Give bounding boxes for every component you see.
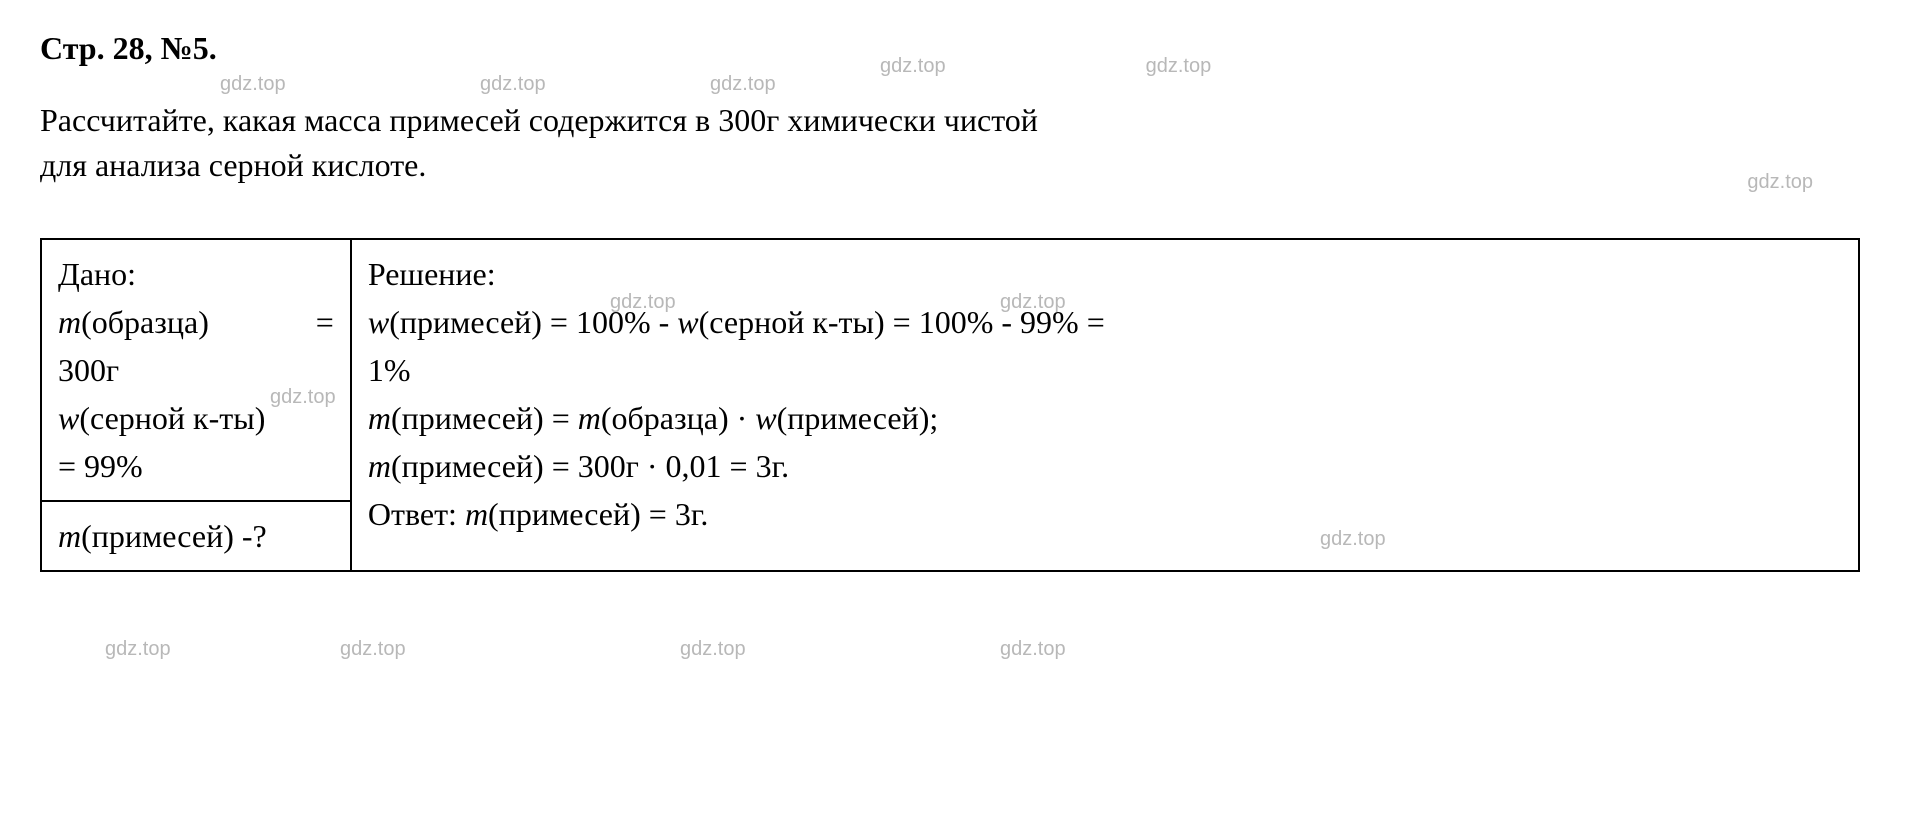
given-var: w bbox=[58, 400, 79, 436]
solution-title: Решение: bbox=[368, 256, 496, 292]
given-title: Дано: bbox=[58, 256, 136, 292]
solution-var: m bbox=[368, 400, 391, 436]
given-value: 300г bbox=[58, 352, 119, 388]
given-text: (образца) bbox=[81, 304, 209, 340]
watermark: gdz.top bbox=[610, 291, 676, 314]
question-var: m bbox=[58, 518, 81, 554]
solution-text: (примесей) = 300г · 0,01 = 3г. bbox=[391, 448, 789, 484]
solution-text: (образца) · bbox=[601, 400, 755, 436]
solution-text: (примесей) = bbox=[391, 400, 578, 436]
watermark: gdz.top bbox=[105, 638, 171, 661]
watermark: gdz.top bbox=[1000, 291, 1066, 314]
solution-cell: Решение: w(примесей) = 100% - w(серной к… bbox=[351, 239, 1859, 571]
solution-var: w bbox=[755, 400, 776, 436]
watermark-top-row: gdz.top gdz.top bbox=[880, 55, 1873, 78]
table-row: Дано: m(образца) = 300г w(серной к-ты) =… bbox=[41, 239, 1859, 501]
given-eq: = bbox=[316, 298, 334, 346]
solution-text: 1% bbox=[368, 352, 411, 388]
question-text: (примесей) -? bbox=[81, 518, 267, 554]
watermark: gdz.top bbox=[1146, 55, 1212, 78]
watermark: gdz.top bbox=[480, 70, 546, 98]
watermark: gdz.top bbox=[680, 638, 746, 661]
solution-var: w bbox=[677, 304, 698, 340]
watermark: gdz.top bbox=[340, 638, 406, 661]
given-cell: Дано: m(образца) = 300г w(серной к-ты) =… bbox=[41, 239, 351, 501]
given-text: (серной к-ты) bbox=[79, 400, 265, 436]
watermark: gdz.top bbox=[880, 55, 946, 78]
solution-var: m bbox=[465, 496, 488, 532]
solution-text: (примесей); bbox=[777, 400, 939, 436]
watermark: gdz.top bbox=[220, 70, 286, 98]
problem-line-1: Рассчитайте, какая масса примесей содерж… bbox=[40, 102, 1038, 138]
watermark: gdz.top bbox=[270, 386, 336, 409]
solution-var: m bbox=[368, 448, 391, 484]
given-var: m bbox=[58, 304, 81, 340]
solution-var: w bbox=[368, 304, 389, 340]
watermark: gdz.top bbox=[1000, 638, 1066, 661]
problem-statement: gdz.top gdz.top gdz.top Рассчитайте, как… bbox=[40, 98, 1873, 188]
solution-block: gdz.top gdz.top gdz.top gdz.top gdz.top … bbox=[40, 238, 1873, 572]
watermark: gdz.top bbox=[1320, 528, 1386, 551]
answer-label: Ответ: bbox=[368, 496, 465, 532]
question-cell: m(примесей) -? bbox=[41, 501, 351, 571]
watermark: gdz.top bbox=[1747, 168, 1813, 196]
watermark: gdz.top bbox=[710, 70, 776, 98]
given-value: = 99% bbox=[58, 448, 143, 484]
problem-line-2: для анализа серной кислоте. bbox=[40, 147, 426, 183]
solution-var: m bbox=[578, 400, 601, 436]
answer-text: (примесей) = 3г. bbox=[488, 496, 708, 532]
